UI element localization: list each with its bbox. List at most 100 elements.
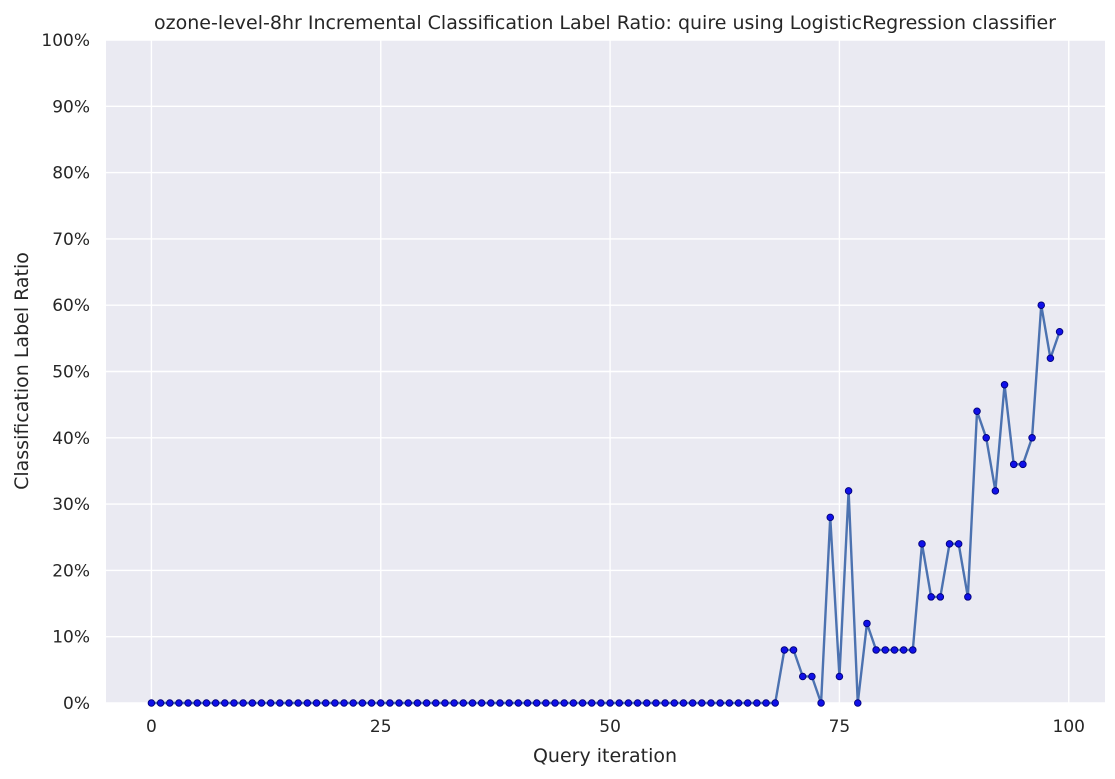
data-point — [707, 699, 715, 707]
data-point — [899, 646, 908, 654]
data-point — [175, 699, 183, 707]
data-point — [450, 699, 458, 707]
data-point — [661, 699, 669, 707]
data-point — [514, 699, 523, 707]
chart-title: ozone-level-8hr Incremental Classificati… — [154, 12, 1056, 34]
data-point — [560, 699, 568, 707]
data-point — [376, 699, 385, 707]
y-tick-label: 10% — [52, 628, 90, 648]
data-point — [422, 699, 431, 707]
data-point — [248, 699, 257, 707]
data-point — [780, 646, 789, 654]
data-point — [230, 699, 238, 707]
y-tick-label: 80% — [52, 164, 90, 184]
x-tick-labels: 0 25 50 75 100 — [146, 717, 1085, 737]
data-point — [688, 699, 697, 707]
data-point — [890, 646, 899, 654]
data-point — [505, 699, 513, 707]
data-point — [276, 699, 284, 707]
data-point — [844, 487, 853, 495]
y-axis-label: Classification Label Ratio — [11, 252, 33, 490]
x-axis-label: Query iteration — [533, 745, 677, 767]
y-tick-label: 0% — [63, 694, 90, 714]
data-point — [239, 699, 247, 707]
data-point — [211, 699, 220, 707]
data-point — [432, 699, 440, 707]
data-point — [798, 672, 807, 681]
data-point — [863, 619, 871, 628]
series-line — [151, 304, 1061, 705]
data-points — [147, 301, 1064, 707]
y-tick-label: 70% — [52, 230, 90, 250]
data-point — [1055, 327, 1064, 336]
data-point — [982, 434, 990, 442]
grid-lines — [106, 39, 1105, 704]
data-point — [285, 699, 293, 707]
y-tick-label: 20% — [52, 561, 90, 581]
data-point — [294, 699, 302, 707]
data-point — [826, 513, 835, 522]
data-point — [771, 699, 779, 707]
data-point — [789, 646, 798, 654]
data-point — [349, 699, 357, 707]
data-point — [193, 699, 202, 707]
data-point — [551, 699, 559, 707]
data-point — [808, 672, 816, 681]
data-point — [257, 699, 266, 707]
data-point — [404, 699, 413, 707]
data-point — [413, 699, 422, 707]
data-point — [624, 699, 633, 707]
data-point — [872, 646, 880, 654]
data-point — [340, 699, 348, 707]
y-tick-label: 90% — [52, 97, 90, 117]
data-point — [881, 646, 890, 654]
x-tick-label: 0 — [146, 717, 157, 737]
data-point — [395, 699, 403, 707]
data-point — [1000, 381, 1009, 389]
data-point — [578, 699, 587, 707]
x-tick-label: 75 — [829, 717, 851, 737]
data-point — [753, 699, 761, 707]
data-point — [698, 699, 706, 707]
data-point — [1046, 354, 1055, 362]
data-point — [670, 699, 679, 707]
data-point — [936, 593, 945, 601]
y-tick-label: 60% — [52, 296, 90, 316]
data-point — [725, 699, 734, 707]
data-point — [487, 699, 495, 707]
data-point — [156, 699, 165, 707]
data-point — [716, 699, 724, 707]
y-tick-labels: 0% 10% 20% 30% 40% 50% 60% 70% 80% 90% 100% — [41, 31, 90, 714]
data-point — [147, 699, 156, 707]
data-point — [954, 540, 963, 548]
data-point — [569, 699, 578, 707]
data-point — [523, 699, 532, 707]
data-point — [477, 699, 486, 707]
data-point — [202, 699, 211, 707]
data-point — [386, 699, 394, 707]
x-tick-label: 50 — [599, 717, 621, 737]
data-point — [459, 699, 468, 707]
data-point — [945, 540, 954, 548]
data-point — [633, 699, 642, 707]
data-point — [542, 699, 550, 707]
data-point — [918, 540, 926, 548]
data-point — [221, 699, 229, 707]
y-tick-label: 30% — [52, 495, 90, 515]
data-point — [854, 699, 862, 707]
data-point — [743, 699, 752, 707]
x-tick-label: 25 — [370, 717, 392, 737]
data-point — [303, 699, 312, 707]
y-tick-label: 50% — [52, 363, 90, 383]
data-point — [762, 699, 770, 707]
data-point — [441, 699, 449, 707]
data-point — [532, 699, 541, 707]
data-point — [652, 699, 660, 707]
data-point — [331, 699, 339, 707]
y-tick-label: 100% — [41, 31, 90, 51]
data-point — [1009, 460, 1018, 469]
data-point — [468, 699, 477, 707]
data-point — [973, 407, 981, 416]
data-point — [817, 699, 825, 707]
data-point — [927, 593, 935, 601]
